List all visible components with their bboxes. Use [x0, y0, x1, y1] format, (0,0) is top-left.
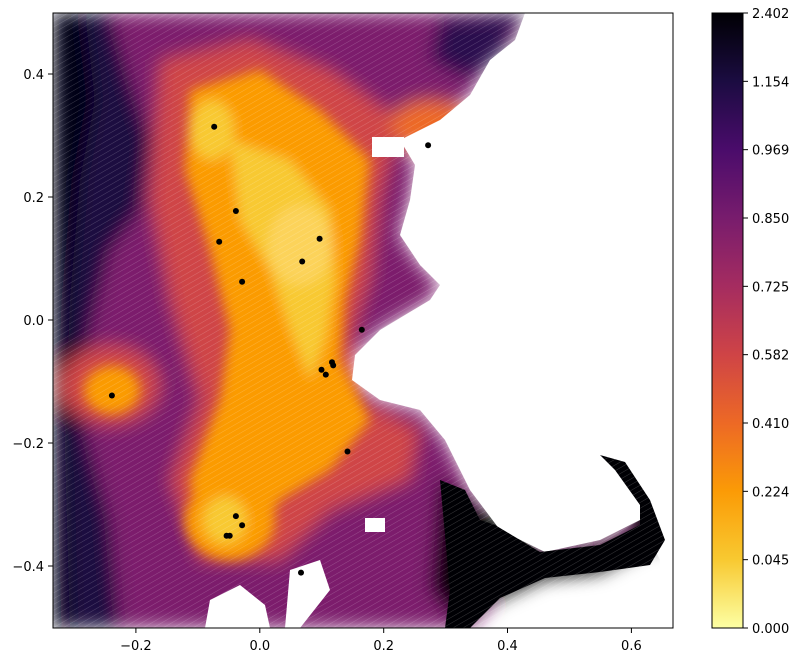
data-point: [330, 362, 337, 369]
colorbar-tick-label: 0.969: [752, 144, 789, 159]
y-tick-label: −0.4: [12, 560, 44, 575]
data-point: [239, 522, 246, 529]
data-point: [425, 142, 432, 149]
data-point: [358, 326, 365, 333]
colorbar-tick-label: 0.410: [752, 417, 789, 432]
colorbar-tick-label: 2.402: [752, 7, 789, 22]
data-point: [239, 278, 246, 285]
data-point: [211, 123, 218, 130]
data-point: [232, 513, 239, 520]
points-layer: [108, 123, 432, 576]
data-point: [322, 371, 329, 378]
colorbar-tick-label: 1.154: [752, 75, 789, 90]
y-tick-label: −0.2: [12, 437, 44, 452]
y-tick-label: 0.0: [23, 314, 44, 329]
y-axis: −0.4 −0.2 0.0 0.2 0.4: [12, 68, 53, 575]
y-tick-label: 0.2: [23, 191, 44, 206]
x-axis: −0.2 0.0 0.2 0.4 0.6: [120, 628, 642, 654]
x-tick-label: 0.6: [621, 639, 642, 654]
colorbar-gradient: [711, 12, 744, 629]
y-tick-label: 0.4: [23, 68, 44, 83]
data-point: [298, 569, 304, 576]
data-point: [318, 366, 325, 373]
colorbar-tick-label: 0.045: [752, 554, 789, 569]
data-point: [232, 208, 239, 214]
colorbar-tick-label: 0.000: [752, 622, 789, 637]
data-point: [226, 532, 233, 539]
colorbar-tick-label: 0.725: [752, 280, 789, 295]
colorbar-tick-label: 0.850: [752, 212, 789, 227]
x-tick-label: 0.2: [373, 639, 394, 654]
data-point: [299, 258, 306, 265]
x-tick-label: 0.4: [497, 639, 518, 654]
colorbar-tick-label: 0.582: [752, 349, 789, 364]
colorbar-tick-label: 0.224: [752, 485, 789, 500]
data-point: [344, 448, 351, 455]
data-point: [216, 238, 223, 245]
x-tick-label: 0.0: [249, 639, 270, 654]
heatmap-field: [53, 13, 673, 628]
colorbar: 0.000 0.045 0.224 0.410 0.582 0.725 0.850 0.969…: [711, 7, 789, 637]
data-point: [316, 235, 323, 242]
data-point: [108, 392, 115, 399]
x-tick-label: −0.2: [120, 639, 152, 654]
